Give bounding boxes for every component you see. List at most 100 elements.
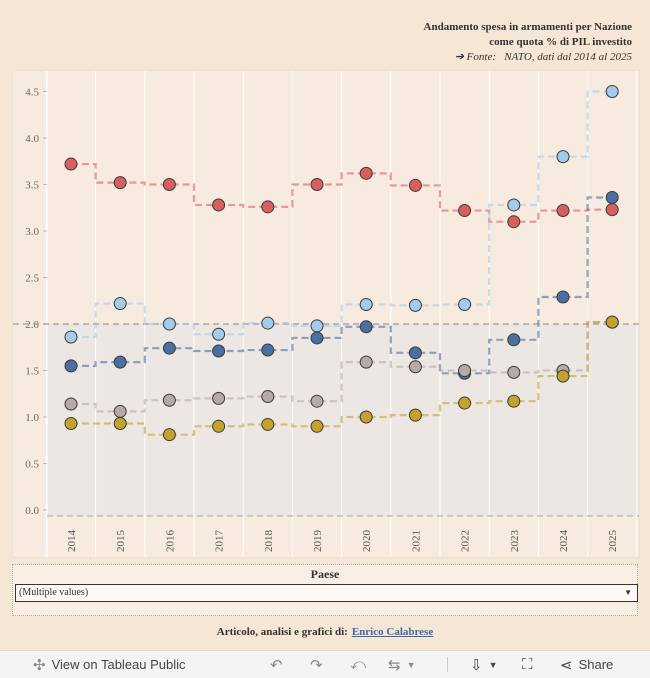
- x-tick-label: 2017: [214, 530, 226, 553]
- redo-button[interactable]: ↷: [310, 651, 323, 678]
- redo-icon: ↷: [310, 656, 323, 674]
- data-point[interactable]: [212, 391, 226, 405]
- tableau-toolbar: ✣ View on Tableau Public ↶ ↷ ⤺ ⇆ ▼ ⇩ ▼ ⛶ ⋖…: [0, 650, 650, 678]
- data-point[interactable]: [64, 330, 78, 344]
- share-button[interactable]: ⋖ Share: [560, 651, 613, 678]
- data-point[interactable]: [212, 198, 226, 212]
- data-point[interactable]: [261, 390, 275, 404]
- y-tick-label: 4.0: [25, 133, 39, 145]
- data-point[interactable]: [359, 355, 373, 369]
- data-point[interactable]: [408, 178, 422, 192]
- data-point[interactable]: [458, 297, 472, 311]
- data-point[interactable]: [212, 419, 226, 433]
- data-point[interactable]: [408, 346, 422, 360]
- download-button[interactable]: ⇩ ▼: [470, 651, 498, 678]
- data-point[interactable]: [605, 191, 619, 205]
- chart-frame: 0.0 0.5 1.0 1.5 2.0 2.5 3.0 3.5 4.0 4.5 2014 2015 20…: [12, 70, 640, 558]
- dropdown-arrow-icon[interactable]: ▼: [624, 588, 632, 597]
- data-point[interactable]: [64, 417, 78, 431]
- data-point[interactable]: [162, 428, 176, 442]
- data-point[interactable]: [310, 331, 324, 345]
- tableau-logo-icon: ✣: [33, 656, 46, 674]
- chart-title-line1: Andamento spesa in armamenti per Nazione: [423, 21, 632, 33]
- data-point[interactable]: [113, 404, 127, 418]
- data-point[interactable]: [212, 327, 226, 341]
- data-point[interactable]: [359, 297, 373, 311]
- step-line-chart[interactable]: 0.0 0.5 1.0 1.5 2.0 2.5 3.0 3.5 4.0 4.5 2014 2015 20…: [13, 71, 639, 557]
- data-point[interactable]: [113, 355, 127, 369]
- x-tick-label: 2018: [263, 530, 275, 553]
- data-point[interactable]: [162, 178, 176, 191]
- fullscreen-icon: ⛶: [522, 656, 533, 673]
- data-point[interactable]: [408, 360, 422, 374]
- data-point[interactable]: [458, 364, 472, 377]
- data-point[interactable]: [261, 200, 275, 214]
- country-filter: Paese (Multiple values) ▼: [12, 564, 638, 616]
- below-reference-shading: [47, 324, 639, 516]
- data-point[interactable]: [113, 297, 127, 311]
- data-point[interactable]: [310, 419, 324, 433]
- data-point[interactable]: [64, 157, 78, 171]
- data-point[interactable]: [605, 203, 619, 217]
- data-point[interactable]: [359, 320, 373, 334]
- data-point[interactable]: [507, 215, 521, 229]
- data-point[interactable]: [507, 333, 521, 347]
- x-tick-label: 2014: [66, 530, 78, 553]
- data-point[interactable]: [64, 359, 78, 373]
- y-tick-label: 3.5: [25, 180, 39, 192]
- fullscreen-button[interactable]: ⛶: [522, 651, 533, 678]
- y-tick-label: 4.5: [25, 87, 39, 99]
- data-point[interactable]: [64, 397, 78, 411]
- author-link[interactable]: Enrico Calabrese: [351, 626, 434, 638]
- data-point[interactable]: [162, 393, 176, 407]
- series-step-line: [71, 90, 613, 339]
- data-point[interactable]: [458, 204, 472, 218]
- filter-selected-value: (Multiple values): [19, 587, 89, 598]
- chart-source: ➔ Fonte: NATO, dati dal 2014 al 2025: [424, 50, 632, 65]
- data-point[interactable]: [113, 417, 127, 431]
- data-point[interactable]: [359, 410, 373, 424]
- x-tick-label: 2025: [607, 530, 619, 553]
- data-point[interactable]: [556, 290, 570, 304]
- x-tick-label: 2015: [115, 530, 127, 553]
- data-point[interactable]: [113, 176, 127, 190]
- data-point[interactable]: [162, 341, 176, 355]
- series-step-line: [71, 321, 613, 436]
- y-tick-label: 2.5: [25, 273, 39, 285]
- revert-button[interactable]: ⤺: [350, 651, 366, 678]
- chart-title-line2: come quota % di PIL investito: [489, 36, 632, 48]
- data-point[interactable]: [212, 344, 226, 358]
- data-point[interactable]: [458, 396, 472, 410]
- data-point[interactable]: [408, 298, 422, 312]
- data-point[interactable]: [507, 394, 521, 408]
- data-point[interactable]: [605, 85, 619, 98]
- x-tick-label: 2021: [410, 530, 422, 552]
- view-on-tableau-button[interactable]: ✣ View on Tableau Public: [33, 651, 186, 678]
- data-point[interactable]: [556, 369, 570, 383]
- data-point[interactable]: [359, 166, 373, 180]
- data-point[interactable]: [556, 150, 570, 164]
- data-point[interactable]: [507, 365, 521, 379]
- data-point[interactable]: [261, 343, 275, 357]
- data-point[interactable]: [310, 394, 324, 408]
- x-tick-label: 2020: [361, 530, 373, 553]
- revert-icon: ⤺: [350, 656, 367, 673]
- data-point[interactable]: [261, 316, 275, 330]
- undo-button[interactable]: ↶: [270, 651, 283, 678]
- country-filter-dropdown[interactable]: (Multiple values) ▼: [15, 584, 638, 602]
- data-point[interactable]: [310, 319, 324, 333]
- data-point[interactable]: [261, 417, 275, 431]
- data-point[interactable]: [605, 315, 619, 329]
- data-point[interactable]: [310, 178, 324, 191]
- refresh-button[interactable]: ⇆ ▼: [388, 651, 416, 678]
- source-text: NATO, dati dal 2014 al 2025: [504, 51, 632, 63]
- data-point[interactable]: [162, 317, 176, 331]
- share-icon: ⋖: [560, 656, 573, 674]
- refresh-dropdown-icon: ▼: [406, 659, 416, 670]
- data-point[interactable]: [507, 198, 521, 212]
- data-point[interactable]: [408, 408, 422, 422]
- undo-icon: ↶: [270, 656, 283, 674]
- data-point[interactable]: [556, 204, 570, 218]
- source-prefix: ➔ Fonte:: [454, 51, 496, 63]
- credit-line: Articolo, analisi e grafici di: Enrico Ca…: [0, 626, 650, 638]
